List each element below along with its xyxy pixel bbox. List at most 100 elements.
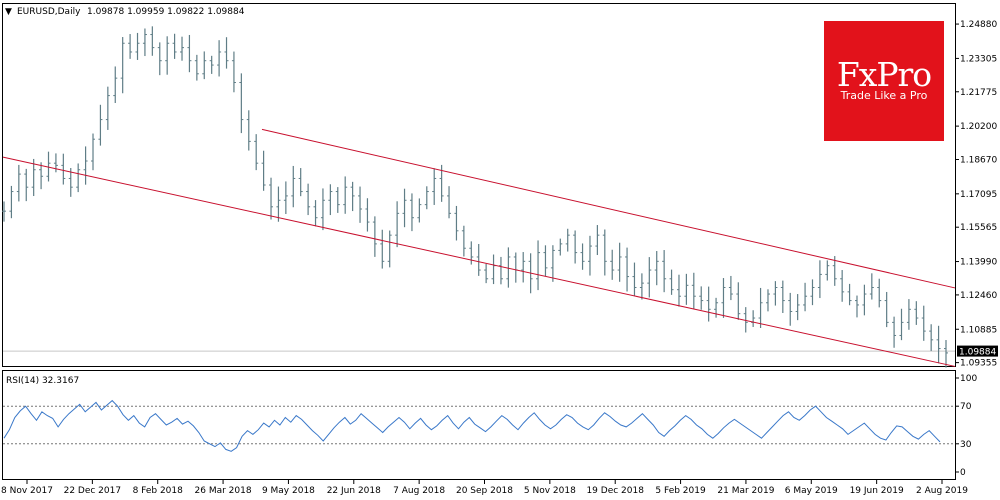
candle (543, 245, 548, 277)
candle (803, 282, 808, 312)
header-triangle: ▼ (5, 7, 12, 17)
candle (491, 254, 496, 285)
price-axis-label: 1.21775 (960, 88, 997, 98)
channel-lines-group (2, 128, 956, 367)
time-axis-label: 19 Jun 2019 (850, 486, 904, 496)
candle (402, 188, 407, 228)
candle (254, 134, 259, 171)
candle (788, 292, 793, 326)
candle (728, 275, 733, 301)
candle (832, 256, 837, 286)
candle (128, 34, 133, 59)
rsi-header: RSI(14) 32.3167 (6, 376, 79, 386)
candle (439, 164, 444, 202)
time-axis-label: 19 Dec 2018 (586, 486, 644, 496)
candle (758, 287, 763, 328)
price-axis-label: 1.10885 (960, 325, 997, 335)
candle (424, 186, 429, 210)
candle (944, 340, 948, 368)
price-axis-label: 1.15565 (960, 223, 997, 233)
price-axis-label: 1.17095 (960, 190, 997, 200)
candle (639, 273, 644, 300)
candle (736, 282, 741, 320)
candle (46, 151, 51, 182)
candle (632, 262, 637, 297)
logo-tagline: Trade Like a Pro (840, 89, 928, 102)
candle (113, 66, 118, 104)
price-axis-label: 1.18670 (960, 155, 997, 165)
rsi-axis-label: 100 (960, 374, 977, 384)
candle (447, 186, 452, 219)
price-axis-label: 1.09355 (960, 359, 997, 369)
main-pane-frame (2, 3, 956, 367)
candle (936, 325, 941, 364)
candle (795, 294, 800, 321)
candle (276, 186, 281, 222)
time-axis-label: 8 Feb 2018 (133, 486, 184, 496)
candle (469, 241, 474, 265)
candle (135, 32, 140, 60)
candle (810, 279, 815, 306)
candle (476, 243, 481, 276)
candle (432, 168, 437, 205)
candle (194, 54, 199, 81)
time-axis-label: 9 May 2018 (262, 486, 315, 496)
logo-name: FxPro (836, 55, 932, 94)
candle (773, 281, 778, 306)
channel-line-lower (2, 156, 956, 367)
candle (343, 176, 348, 214)
candle (610, 249, 615, 280)
candle (840, 270, 845, 302)
candle (862, 284, 867, 316)
candle (573, 230, 578, 264)
last-price-label-box (957, 345, 998, 357)
candle (484, 263, 489, 284)
time-axis-label: 5 Feb 2019 (655, 486, 706, 496)
candle (2, 201, 6, 222)
time-axis-label: 26 Mar 2018 (195, 486, 252, 496)
candle (921, 305, 926, 341)
time-axis-label: 6 May 2019 (785, 486, 838, 496)
candle (261, 150, 266, 191)
last-price-label: 1.09884 (959, 348, 996, 358)
candle (506, 247, 511, 288)
price-axis-label: 1.23305 (960, 54, 997, 64)
candle (914, 301, 919, 325)
candle (929, 324, 934, 352)
candle (417, 198, 422, 223)
time-axis-label: 22 Jun 2018 (327, 486, 381, 496)
candle (454, 205, 459, 241)
candle (513, 252, 518, 283)
candle (372, 216, 377, 257)
candle (217, 40, 222, 77)
candle (498, 256, 503, 285)
time-axis-label: 5 Nov 2018 (524, 486, 576, 496)
candle (83, 146, 88, 185)
candle (617, 242, 622, 282)
candle (409, 193, 414, 232)
candle (395, 201, 400, 248)
candle (669, 269, 674, 295)
price-axis-label: 1.24880 (960, 20, 997, 30)
time-axis-label: 2 Aug 2019 (916, 486, 968, 496)
candle (91, 133, 96, 171)
candle (313, 200, 318, 227)
candle (662, 250, 667, 293)
candle (380, 229, 385, 269)
candle (231, 51, 236, 93)
time-axis-label: 7 Aug 2018 (393, 486, 445, 496)
candle (684, 273, 689, 305)
candle (877, 278, 882, 308)
candle (654, 251, 659, 286)
candle (172, 33, 177, 59)
candle (320, 188, 325, 231)
candle (98, 104, 103, 146)
rsi-line-group (3, 399, 941, 452)
candle (899, 308, 904, 341)
candle (335, 187, 340, 213)
candle (16, 164, 21, 202)
candle (298, 168, 303, 197)
candle (676, 274, 681, 307)
candle (587, 235, 592, 276)
